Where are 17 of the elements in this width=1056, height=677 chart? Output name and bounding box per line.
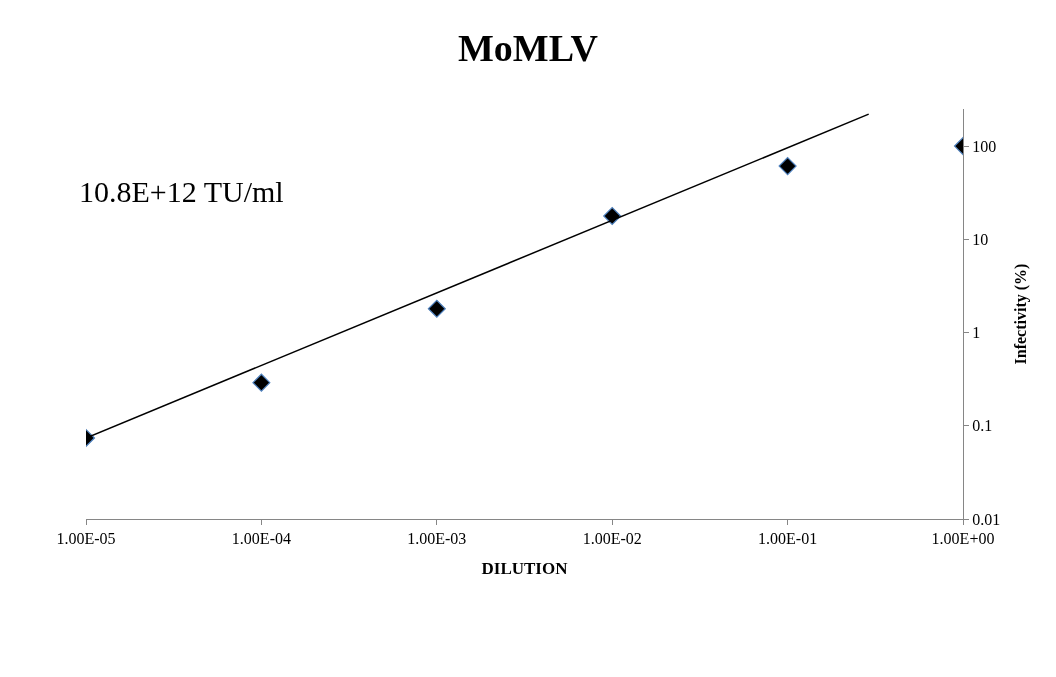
x-tick-label: 1.00E-05 [56, 530, 116, 548]
point [603, 206, 622, 226]
x-tick-label: 1.00E-02 [582, 530, 642, 548]
x-tick-label: 1.00E-03 [407, 530, 467, 548]
y-tick-label: 0.1 [972, 417, 993, 435]
point [427, 299, 446, 318]
x-tick-label: 1.00E-04 [231, 530, 291, 548]
y-tick-label: 10 [972, 230, 989, 248]
x-tick-label: 1.00E-01 [758, 530, 818, 548]
y-tick-label: 0.01 [972, 510, 1001, 528]
annotation: 10.8E+12 TU/ml [79, 175, 284, 208]
y-axis-title: Infectivity (%) [1011, 263, 1030, 365]
y-tick-label: 1 [972, 324, 981, 342]
x-axis-title: DILUTION [481, 558, 569, 578]
y-tick-label: 100 [972, 137, 997, 155]
x-tick-label: 1.00E+00 [931, 530, 995, 548]
chart-title: MoMLV [457, 26, 599, 69]
